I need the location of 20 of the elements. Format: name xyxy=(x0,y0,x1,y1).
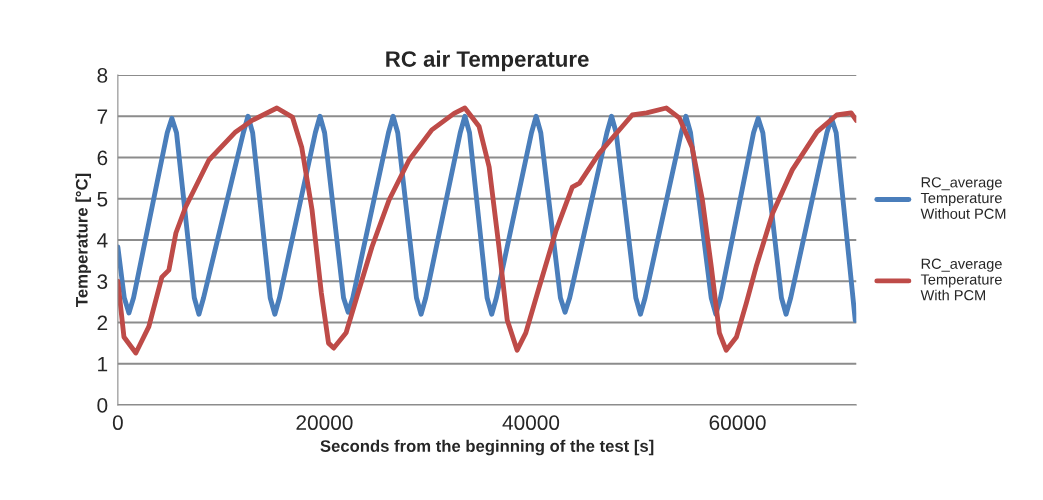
legend-label: RC_average Temperature Without PCM xyxy=(920,177,1006,219)
y-tick-label: 7 xyxy=(97,109,108,124)
line-series xyxy=(117,105,857,356)
x-tick-label: 0 xyxy=(112,415,123,431)
x-axis-title: Seconds from the beginning of the test [s] xyxy=(320,439,654,456)
y-tick-label: 4 xyxy=(97,233,108,248)
line-series xyxy=(117,113,857,323)
y-tick-label: 1 xyxy=(98,356,108,372)
y-tick-label: 2 xyxy=(97,315,108,331)
y-tick-label: 6 xyxy=(97,150,108,166)
x-tick-label: 40000 xyxy=(502,415,560,431)
legend-label: RC_average Temperature With PCM xyxy=(920,258,1002,301)
y-tick-label: 3 xyxy=(97,274,108,289)
y-tick-label: 5 xyxy=(97,191,108,207)
y-tick-label: 0 xyxy=(97,398,108,413)
x-tick-label: 60000 xyxy=(709,415,766,431)
y-tick-label: 8 xyxy=(97,68,108,83)
y-axis-title: Temperature [°C] xyxy=(75,173,91,307)
x-tick-label: 20000 xyxy=(296,415,353,431)
chart-title: RC air Temperature xyxy=(386,50,589,72)
